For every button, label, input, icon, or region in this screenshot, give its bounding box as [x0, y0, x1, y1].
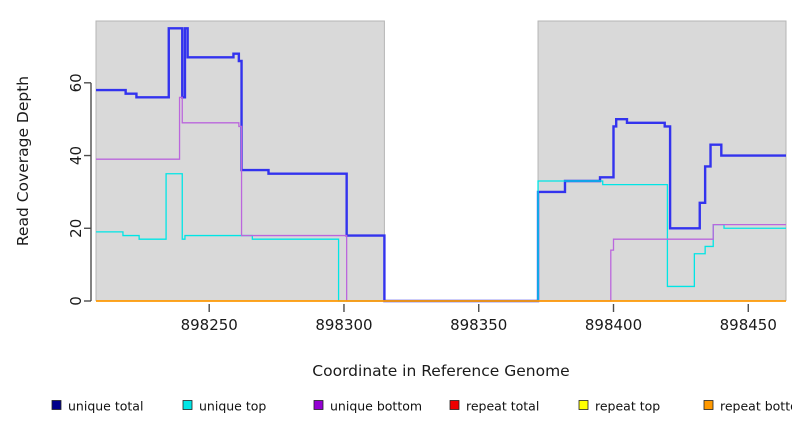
- legend-label-repeat-top: repeat top: [595, 399, 660, 414]
- legend-label-repeat-total: repeat total: [466, 399, 539, 414]
- y-tick-label: 40: [67, 146, 85, 165]
- axes-group: [84, 82, 749, 312]
- x-tick-label: 898250: [181, 316, 238, 334]
- legend-swatch-repeat-top: [578, 400, 589, 410]
- legend-swatch-repeat-bottom: [703, 400, 714, 410]
- panel-border: [95, 20, 385, 301]
- panel-region: [96, 21, 385, 301]
- legend-label-repeat-bottom: repeat bottom: [720, 399, 792, 414]
- panel-border: [537, 20, 787, 301]
- axis-labels-group: 0 20 40 60 898250 898300 898350 898400 898450: [67, 73, 777, 334]
- x-tick-label: 898350: [450, 316, 507, 334]
- legend-swatch-unique-bottom: [313, 400, 324, 410]
- x-tick-label: 898400: [585, 316, 642, 334]
- legend-label-unique-top: unique top: [199, 399, 266, 414]
- y-tick-label: 0: [67, 296, 85, 306]
- legend-label-unique-bottom: unique bottom: [330, 399, 422, 414]
- y-tick-label: 20: [67, 219, 85, 238]
- y-tick-label: 60: [67, 73, 85, 92]
- x-axis-title: Coordinate in Reference Genome: [312, 362, 569, 380]
- y-axis-title: Read Coverage Depth: [14, 76, 32, 246]
- legend-swatch-unique-total: [51, 400, 62, 410]
- legend-swatch-repeat-total: [449, 400, 460, 410]
- legend-swatch-unique-top: [182, 400, 193, 410]
- chart-legend: unique total unique top unique bottom repea…: [51, 399, 792, 414]
- panel-region: [538, 21, 786, 301]
- series-line-unique-bottom: [96, 96, 786, 302]
- x-tick-label: 898450: [720, 316, 777, 334]
- data-series-group: [96, 27, 786, 303]
- legend-label-unique-total: unique total: [68, 399, 143, 414]
- x-tick-label: 898300: [315, 316, 372, 334]
- plot-panel-background: [95, 20, 787, 301]
